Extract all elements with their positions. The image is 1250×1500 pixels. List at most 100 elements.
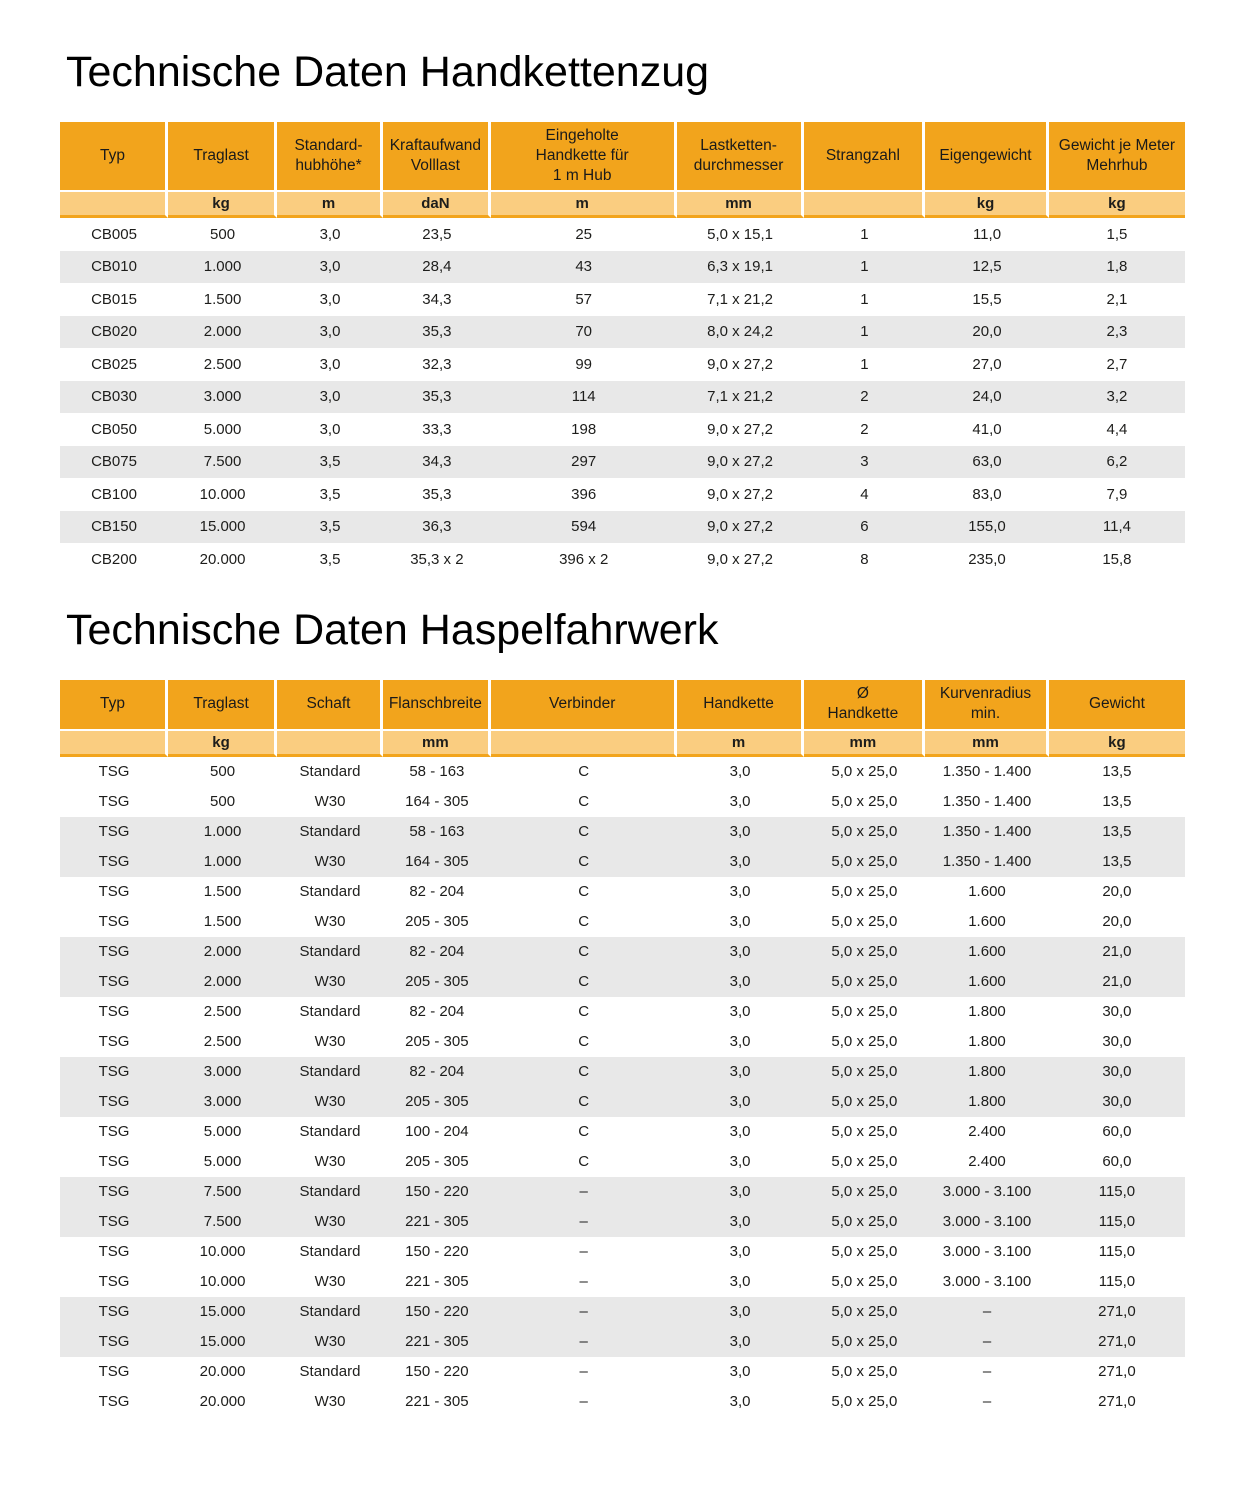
- table-cell: 3,0: [729, 1333, 751, 1351]
- table-cell: 115,0: [1098, 1243, 1136, 1261]
- table-cell: CB200: [91, 550, 137, 568]
- table-cell: 5,0 x 25,0: [831, 1123, 898, 1141]
- table-cell: TSG: [98, 1303, 130, 1321]
- table-cell: –: [982, 1303, 992, 1321]
- table-cell: 24,0: [972, 388, 1002, 406]
- table-cell: 10.000: [199, 1243, 246, 1261]
- table-cell: 35,3: [422, 485, 452, 503]
- table-cell: 198: [571, 420, 597, 438]
- table-cell: CB075: [91, 453, 137, 471]
- table-cell: 205 - 305: [405, 1033, 469, 1051]
- table-cell: 221 - 305: [405, 1333, 469, 1351]
- table-cell: 20,0: [972, 323, 1002, 341]
- table-cell: 32,3: [422, 355, 452, 373]
- table-cell: 3,0: [729, 883, 751, 901]
- table-cell: 13,5: [1102, 763, 1132, 781]
- table-cell: 1.350 - 1.400: [942, 793, 1032, 811]
- table-cell: 5,0 x 25,0: [831, 913, 898, 931]
- table-cell: 9,0 x 27,2: [707, 453, 773, 471]
- table-cell: 83,0: [972, 485, 1002, 503]
- table-cell: 1.600: [968, 883, 1006, 901]
- table-cell: CB100: [91, 485, 137, 503]
- table-cell: W30: [314, 1153, 346, 1171]
- table-cell: TSG: [98, 973, 130, 991]
- table-cell: 35,3 x 2: [410, 550, 464, 568]
- column-unit: [490, 730, 677, 757]
- table-cell: W30: [314, 973, 346, 991]
- table-cell: TSG: [98, 943, 130, 961]
- table-cell: 500: [210, 225, 236, 243]
- table-cell: 5,0 x 25,0: [831, 973, 898, 991]
- table-cell: 3,5: [319, 485, 341, 503]
- table-row: TSG 3.000 Standard 82 - 204 C 3,0 5,0 x 25,0 1.…: [60, 1056, 1185, 1087]
- table-row: TSG 7.500 Standard 150 - 220 – 3,0 5,0 x 25,0 3…: [60, 1176, 1185, 1207]
- table-cell: 21,0: [1102, 973, 1132, 991]
- table-cell: W30: [314, 1093, 346, 1111]
- table-cell: 164 - 305: [405, 793, 469, 811]
- table-row: TSG 10.000 Standard 150 - 220 – 3,0 5,0 x 25,0…: [60, 1236, 1185, 1267]
- table-cell: 2: [860, 388, 869, 406]
- table-cell: 3,0: [319, 323, 341, 341]
- table-cell: 5,0 x 25,0: [831, 823, 898, 841]
- table-cell: 34,3: [422, 290, 452, 308]
- table-cell: –: [982, 1363, 992, 1381]
- table-cell: 20.000: [199, 550, 246, 568]
- table-cell: 60,0: [1102, 1123, 1132, 1141]
- table-cell: 5.000: [203, 1153, 242, 1171]
- table-cell: 4: [860, 485, 869, 503]
- table-cell: 82 - 204: [409, 883, 465, 901]
- table-cell: C: [578, 883, 590, 901]
- table-cell: 20,0: [1102, 883, 1132, 901]
- table-cell: 36,3: [422, 518, 452, 536]
- table-cell: TSG: [98, 1183, 130, 1201]
- column-unit: mm: [382, 730, 491, 757]
- column-unit: daN: [382, 192, 491, 219]
- table-cell: CB030: [91, 388, 137, 406]
- table-cell: 30,0: [1102, 1063, 1132, 1081]
- haspelfahrwerk-table: Typ Traglast Schaft Flanschbreite Verbinder H…: [60, 679, 1185, 1417]
- table-row: CB015 1.500 3,0 34,3 57 7,1 x 21,2 1 15,5 2,1: [60, 283, 1185, 316]
- table-cell: 1,5: [1106, 225, 1128, 243]
- table-cell: W30: [314, 1333, 346, 1351]
- table-row: TSG 15.000 Standard 150 - 220 – 3,0 5,0 x 25,0…: [60, 1296, 1185, 1327]
- table-cell: 3.000 - 3.100: [942, 1213, 1032, 1231]
- table-cell: CB020: [91, 323, 137, 341]
- table-cell: 500: [210, 763, 236, 781]
- table-cell: 15,5: [972, 290, 1002, 308]
- table-cell: 15.000: [199, 1303, 246, 1321]
- table-cell: –: [579, 1303, 588, 1321]
- table-row: CB020 2.000 3,0 35,3 70 8,0 x 24,2 1 20,0 2,3: [60, 315, 1185, 349]
- table-cell: 5,0 x 25,0: [831, 1033, 898, 1051]
- table-cell: 7,9: [1106, 485, 1128, 503]
- table-cell: 1: [860, 290, 869, 308]
- table-cell: W30: [314, 1033, 346, 1051]
- column-header: Flanschbreite: [382, 679, 491, 731]
- table-cell: 3,0: [729, 1123, 751, 1141]
- table-cell: 9,0 x 27,2: [707, 485, 773, 503]
- table-cell: W30: [314, 1393, 346, 1411]
- handkettenzug-table: Typ Traglast Standard- hubhöhe* Kraftaufwan…: [60, 122, 1185, 576]
- table-cell: 3,2: [1106, 388, 1128, 406]
- table-row: TSG 1.500 W30 205 - 305 C 3,0 5,0 x 25,0 1.600 2…: [60, 906, 1185, 937]
- table-cell: 28,4: [422, 258, 452, 276]
- table-cell: 3,5: [319, 550, 341, 568]
- table-cell: 25: [575, 225, 593, 243]
- table-cell: TSG: [98, 913, 130, 931]
- table-cell: 3,0: [729, 1243, 751, 1261]
- table-cell: C: [578, 853, 590, 871]
- table-cell: 3,0: [319, 355, 341, 373]
- table-cell: 500: [210, 793, 236, 811]
- table-cell: 297: [571, 453, 597, 471]
- column-unit: [803, 192, 926, 219]
- table-cell: 205 - 305: [405, 913, 469, 931]
- section-title-handkettenzug: Technische Daten Handkettenzug: [66, 48, 710, 96]
- table-cell: 164 - 305: [405, 853, 469, 871]
- table-cell: W30: [314, 853, 346, 871]
- table-cell: 3.000: [203, 1063, 242, 1081]
- table-cell: 3,0: [729, 1033, 751, 1051]
- table-cell: TSG: [98, 763, 130, 781]
- table-row: CB050 5.000 3,0 33,3 198 9,0 x 27,2 2 41,0 4,4: [60, 413, 1185, 446]
- table-row: TSG 2.500 W30 205 - 305 C 3,0 5,0 x 25,0 1.800 3…: [60, 1026, 1185, 1057]
- table-cell: –: [982, 1393, 992, 1411]
- table-cell: 3,0: [729, 1393, 751, 1411]
